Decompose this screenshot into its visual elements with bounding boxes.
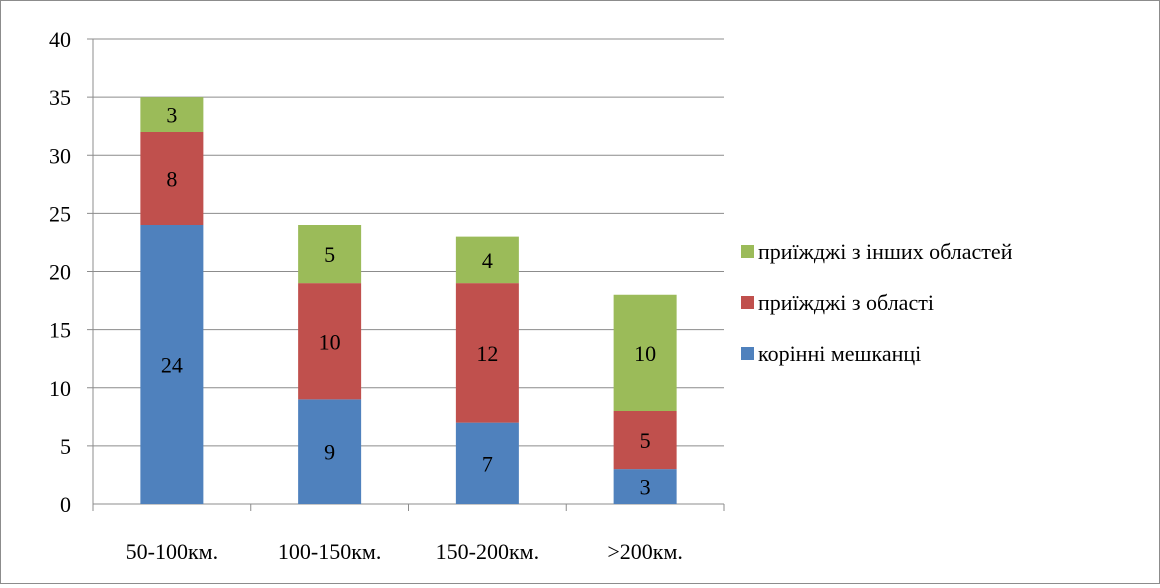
bar-segment <box>455 236 519 284</box>
data-label: 3 <box>640 475 651 500</box>
data-label: 3 <box>166 103 177 128</box>
y-tick-label: 20 <box>49 260 71 285</box>
y-tick-label: 35 <box>49 85 71 110</box>
data-label: 10 <box>319 329 341 354</box>
y-tick-label: 30 <box>49 143 71 168</box>
y-tick-label: 5 <box>60 434 71 459</box>
data-labels: 24 8 3 9 10 5 7 12 4 3 5 10 <box>161 103 656 500</box>
data-label: 8 <box>166 167 177 192</box>
legend-swatch <box>741 245 754 258</box>
bar-segment <box>613 411 677 470</box>
bar-segment <box>140 225 204 504</box>
data-label: 12 <box>476 341 498 366</box>
data-label: 24 <box>161 353 183 378</box>
data-label: 5 <box>640 428 651 453</box>
bar-segment <box>613 469 677 504</box>
data-label: 10 <box>634 341 656 366</box>
legend-swatch <box>741 347 754 360</box>
y-tick-label: 15 <box>49 318 71 343</box>
bar-segment <box>140 132 204 225</box>
bars <box>140 97 677 504</box>
legend-label: корінні мешканці <box>758 341 921 366</box>
bar-segment <box>140 97 204 132</box>
legend-label: приїжджі з інших областей <box>758 239 1013 264</box>
x-category-label: 50-100км. <box>126 539 218 564</box>
y-tick-label: 25 <box>49 201 71 226</box>
bar-segment <box>455 422 519 504</box>
bar-segment <box>613 294 677 411</box>
legend-label: приїжджі з області <box>758 290 934 315</box>
y-tick-label: 40 <box>49 27 71 52</box>
x-category-label: >200км. <box>607 539 683 564</box>
bar-segment <box>455 283 519 423</box>
x-category-label: 150-200км. <box>436 539 539 564</box>
bar-segment <box>298 283 362 400</box>
y-tick-label: 10 <box>49 376 71 401</box>
y-tick-label: 0 <box>60 492 71 517</box>
data-label: 4 <box>482 248 493 273</box>
bar-segment <box>298 225 362 284</box>
legend: приїжджі з інших областей приїжджі з обла… <box>741 239 1013 366</box>
bar-segment <box>298 399 362 504</box>
x-category-label: 100-150км. <box>278 539 381 564</box>
data-label: 7 <box>482 451 493 476</box>
legend-swatch <box>741 296 754 309</box>
data-label: 5 <box>324 242 335 267</box>
data-label: 9 <box>324 440 335 465</box>
